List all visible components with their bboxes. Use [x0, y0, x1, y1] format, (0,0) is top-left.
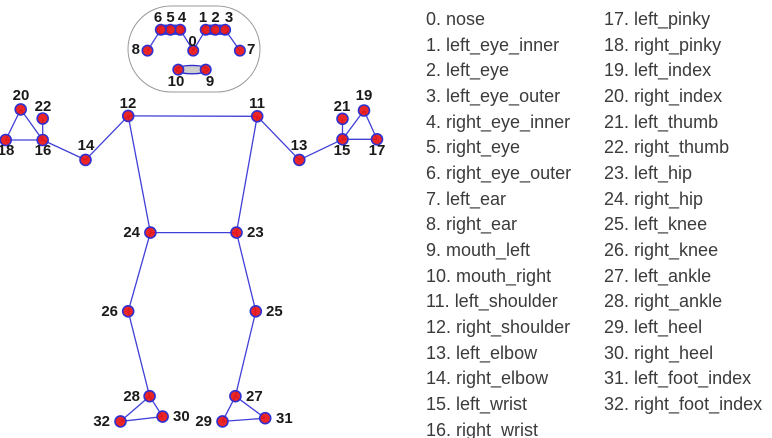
svg-text:28: 28 — [123, 388, 140, 405]
svg-text:17: 17 — [369, 142, 386, 159]
svg-text:22: 22 — [35, 98, 52, 115]
svg-text:25: 25 — [266, 303, 283, 320]
svg-text:1: 1 — [199, 9, 207, 26]
svg-text:12: 12 — [120, 95, 137, 112]
svg-text:30: 30 — [173, 408, 190, 425]
svg-text:14: 14 — [78, 137, 95, 154]
svg-text:32: 32 — [93, 413, 110, 430]
svg-text:20: 20 — [13, 87, 30, 104]
svg-text:23: 23 — [247, 224, 264, 241]
svg-text:6: 6 — [154, 9, 162, 26]
svg-text:11: 11 — [249, 95, 265, 112]
svg-text:31: 31 — [276, 410, 293, 427]
svg-text:29: 29 — [195, 413, 212, 430]
svg-text:5: 5 — [166, 9, 174, 26]
svg-text:18: 18 — [0, 142, 14, 159]
svg-text:2: 2 — [211, 9, 219, 26]
svg-text:27: 27 — [246, 388, 263, 405]
svg-text:4: 4 — [178, 9, 187, 26]
svg-text:24: 24 — [123, 224, 140, 241]
svg-text:0: 0 — [188, 33, 196, 50]
svg-text:7: 7 — [247, 41, 255, 58]
svg-text:9: 9 — [206, 73, 214, 90]
svg-text:13: 13 — [291, 137, 308, 154]
svg-text:10: 10 — [168, 73, 185, 90]
svg-text:19: 19 — [356, 87, 373, 104]
svg-text:21: 21 — [334, 98, 351, 115]
svg-text:8: 8 — [132, 41, 140, 58]
svg-text:3: 3 — [225, 9, 233, 26]
svg-text:16: 16 — [35, 142, 52, 159]
svg-text:26: 26 — [101, 303, 118, 320]
svg-text:15: 15 — [334, 142, 351, 159]
